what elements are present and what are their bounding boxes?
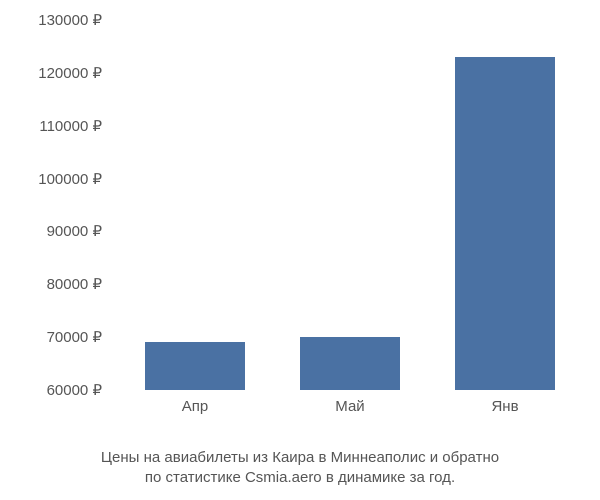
plot-area: [115, 20, 575, 390]
bar: [300, 337, 400, 390]
bar: [455, 57, 555, 390]
chart-container: 60000 ₽ 70000 ₽ 80000 ₽ 90000 ₽ 100000 ₽ 1100…: [0, 20, 600, 440]
y-tick-label: 130000 ₽: [38, 11, 102, 29]
y-axis: 60000 ₽ 70000 ₽ 80000 ₽ 90000 ₽ 100000 ₽ 1100…: [0, 20, 110, 440]
x-tick-label: Янв: [491, 398, 518, 415]
chart-caption: Цены на авиабилеты из Каира в Миннеаполи…: [0, 448, 600, 489]
y-tick-label: 120000 ₽: [38, 64, 102, 82]
y-tick-label: 60000 ₽: [47, 381, 102, 399]
y-tick-label: 110000 ₽: [39, 117, 102, 135]
caption-line-1: Цены на авиабилеты из Каира в Миннеаполи…: [0, 448, 600, 468]
x-tick-label: Апр: [182, 398, 208, 415]
caption-line-2: по статистике Csmia.aero в динамике за г…: [0, 468, 600, 488]
x-tick-label: Май: [335, 398, 364, 415]
y-tick-label: 80000 ₽: [47, 275, 102, 293]
x-axis-labels: Апр Май Янв: [115, 398, 575, 423]
bar: [145, 342, 245, 390]
y-tick-label: 90000 ₽: [47, 222, 102, 240]
y-tick-label: 100000 ₽: [38, 170, 102, 188]
y-tick-label: 70000 ₽: [47, 328, 102, 346]
